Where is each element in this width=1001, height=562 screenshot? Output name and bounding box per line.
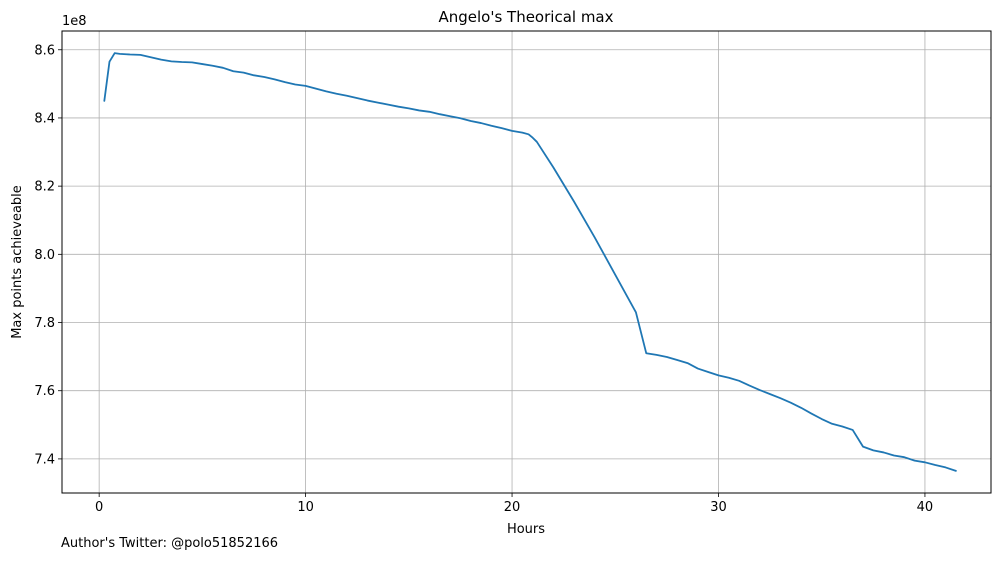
y-tick-label: 7.8 — [34, 316, 55, 331]
author-credit: Author's Twitter: @polo51852166 — [61, 536, 279, 551]
y-tick-label: 8.2 — [34, 180, 55, 195]
x-tick-label: 10 — [297, 500, 314, 515]
y-tick-label: 8.0 — [34, 248, 55, 263]
gridlines — [62, 31, 991, 493]
x-axis-label: Hours — [507, 522, 545, 537]
y-tick-label: 7.6 — [34, 384, 55, 399]
series-line — [103, 52, 957, 472]
y-tick-label: 8.4 — [34, 111, 55, 126]
x-tick-label: 30 — [710, 500, 727, 515]
x-axis-ticks: 0 10 20 30 40 — [95, 493, 933, 515]
y-tick-label: 7.4 — [34, 452, 55, 467]
x-tick-label: 0 — [95, 500, 103, 515]
y-axis-ticks: 7.4 7.6 7.8 8.0 8.2 8.4 8.6 — [34, 43, 62, 467]
y-axis-offset-label: 1e8 — [62, 14, 87, 29]
series-group — [103, 52, 957, 472]
y-axis-label: Max points achieveable — [10, 185, 25, 339]
chart-title: Angelo's Theorical max — [438, 8, 613, 26]
y-tick-label: 8.6 — [34, 43, 55, 58]
x-tick-label: 40 — [917, 500, 934, 515]
plot-area-background — [62, 31, 991, 493]
plot-frame — [61, 30, 992, 494]
x-tick-label: 20 — [504, 500, 521, 515]
